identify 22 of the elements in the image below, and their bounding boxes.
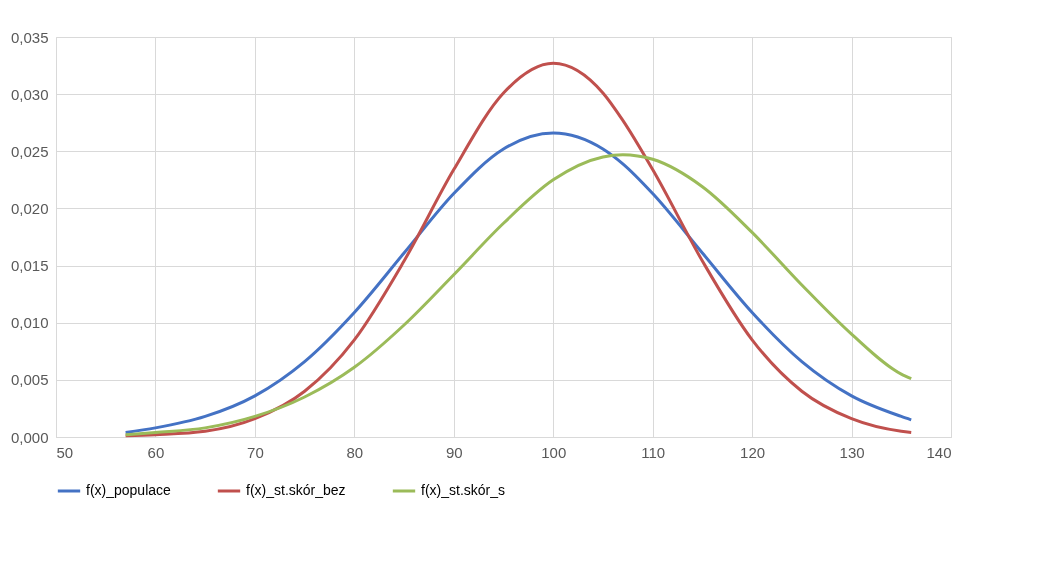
x-tick-label: 60: [147, 443, 165, 461]
x-tick-label: 80: [346, 443, 364, 461]
x-tick-label: 100: [541, 443, 567, 461]
x-tick-label: 130: [839, 443, 865, 461]
y-tick-label: 0,020: [10, 199, 49, 217]
x-tick-label: 110: [641, 443, 666, 461]
legend-label: f(x)_populace: [86, 482, 172, 498]
line-series: [124, 61, 913, 438]
y-tick-label: 0,030: [10, 85, 49, 103]
x-tick-label: 140: [926, 443, 952, 461]
y-tick-label: 0,025: [10, 142, 49, 160]
x-tick-label: 70: [247, 443, 264, 461]
x-tick-label: 120: [740, 443, 766, 461]
y-tick-label: 0,035: [10, 28, 49, 46]
x-tick-label: 50: [56, 443, 74, 461]
y-tick-label: 0,015: [10, 257, 49, 275]
y-tick-label: 0,005: [10, 371, 49, 389]
legend-label: f(x)_st.skór_s: [421, 482, 506, 498]
legend-label: f(x)_st.skór_bez: [246, 482, 346, 498]
y-tick-label: 0,000: [10, 428, 49, 446]
x-tick-label: 90: [445, 443, 463, 461]
y-tick-label: 0,010: [10, 314, 49, 332]
